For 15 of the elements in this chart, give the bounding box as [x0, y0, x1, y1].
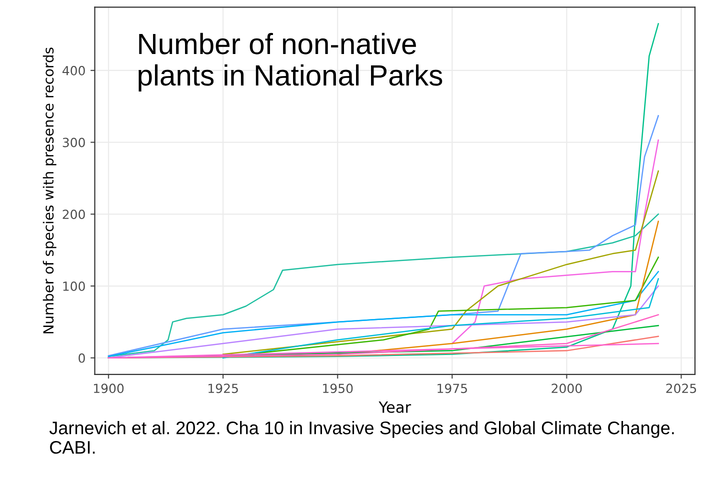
x-tick-label: 1950	[323, 384, 353, 394]
x-tick-label: 1925	[208, 384, 238, 394]
text: Jarnevich et al. 2022. Cha 10 in Invasive Species and Global Climate Change. CABI.	[49, 421, 674, 454]
text: Number of non-native plants in National Parks	[138, 32, 442, 92]
y-tick-label: 300	[62, 138, 85, 148]
y-tick-label: 200	[62, 210, 85, 220]
x-tick-label: 2000	[552, 384, 582, 394]
x-tick-label: 2025	[666, 384, 696, 394]
y-tick-label: 0	[78, 353, 85, 363]
y-tick-label: 100	[63, 281, 85, 291]
y-tick-label: 400	[62, 66, 85, 76]
x-axis-title: Year	[378, 402, 412, 413]
y-axis-title: Number of species with presence records	[42, 48, 56, 334]
x-tick-label: 1900	[94, 384, 124, 394]
x-tick-label: 1975	[438, 384, 467, 394]
